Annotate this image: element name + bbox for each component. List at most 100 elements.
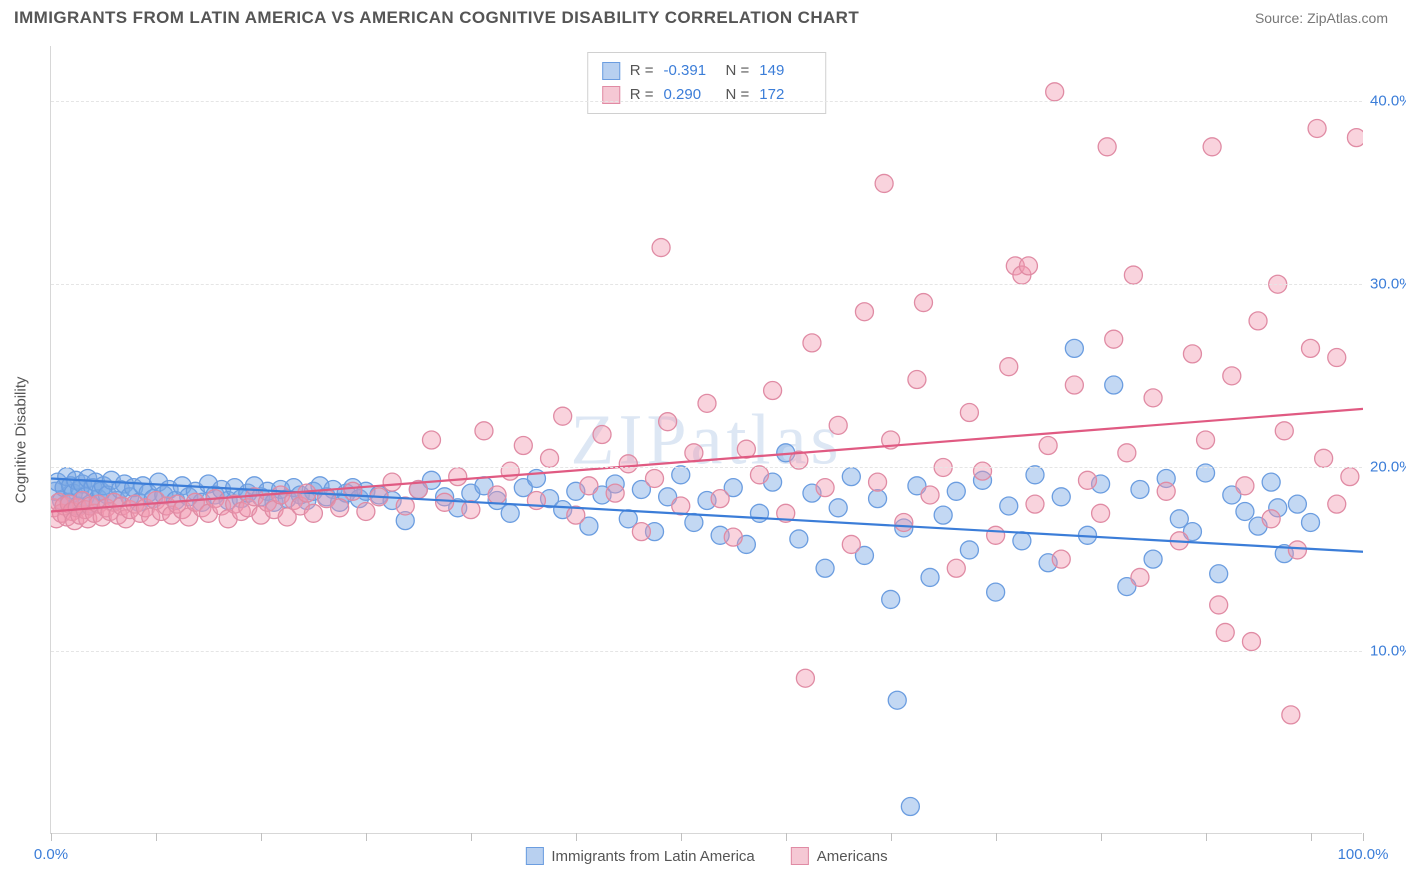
data-point	[488, 486, 506, 504]
data-point	[304, 504, 322, 522]
data-point	[724, 528, 742, 546]
data-point	[1236, 477, 1254, 495]
xtick	[1311, 833, 1312, 841]
data-point	[1144, 389, 1162, 407]
data-point	[1105, 376, 1123, 394]
gridline-h	[51, 284, 1362, 285]
data-point	[1288, 495, 1306, 513]
data-point	[1026, 466, 1044, 484]
data-point	[1302, 513, 1320, 531]
data-point	[1039, 436, 1057, 454]
chart-container: IMMIGRANTS FROM LATIN AMERICA VS AMERICA…	[0, 0, 1406, 892]
data-point	[1118, 444, 1136, 462]
data-point	[921, 486, 939, 504]
data-point	[796, 669, 814, 687]
data-point	[1065, 376, 1083, 394]
data-point	[974, 462, 992, 480]
data-point	[1249, 312, 1267, 330]
data-point	[1019, 257, 1037, 275]
scatter-svg	[51, 46, 1363, 834]
gridline-h	[51, 101, 1362, 102]
data-point	[947, 482, 965, 500]
data-point	[1216, 623, 1234, 641]
data-point	[1288, 541, 1306, 559]
data-point	[383, 473, 401, 491]
data-point	[1210, 565, 1228, 583]
data-point	[1000, 358, 1018, 376]
data-point	[914, 294, 932, 312]
data-point	[934, 506, 952, 524]
data-point	[842, 535, 860, 553]
data-point	[1078, 471, 1096, 489]
legend-swatch	[525, 847, 543, 865]
data-point	[422, 431, 440, 449]
data-point	[888, 691, 906, 709]
data-point	[1262, 510, 1280, 528]
ytick-label: 20.0%	[1370, 459, 1406, 476]
data-point	[750, 466, 768, 484]
data-point	[1315, 449, 1333, 467]
data-point	[514, 436, 532, 454]
data-point	[1183, 345, 1201, 363]
data-point	[1210, 596, 1228, 614]
legend-swatch	[791, 847, 809, 865]
xtick	[1363, 833, 1364, 841]
legend-label: Immigrants from Latin America	[551, 848, 754, 865]
xtick	[996, 833, 997, 841]
data-point	[737, 440, 755, 458]
data-point	[1131, 568, 1149, 586]
plot-area: Cognitive Disability ZIPatlas R =-0.391N…	[50, 46, 1362, 834]
data-point	[1308, 119, 1326, 137]
data-point	[960, 541, 978, 559]
data-point	[1203, 138, 1221, 156]
data-point	[652, 239, 670, 257]
data-point	[987, 526, 1005, 544]
gridline-h	[51, 467, 1362, 468]
data-point	[882, 590, 900, 608]
xtick	[156, 833, 157, 841]
data-point	[619, 455, 637, 473]
data-point	[685, 513, 703, 531]
data-point	[1157, 482, 1175, 500]
data-point	[908, 371, 926, 389]
xtick	[1101, 833, 1102, 841]
xtick	[786, 833, 787, 841]
data-point	[829, 416, 847, 434]
xtick	[576, 833, 577, 841]
data-point	[672, 466, 690, 484]
data-point	[1124, 266, 1142, 284]
data-point	[659, 413, 677, 431]
data-point	[606, 484, 624, 502]
data-point	[344, 482, 362, 500]
data-point	[869, 473, 887, 491]
data-point	[764, 382, 782, 400]
data-point	[501, 462, 519, 480]
legend-label: Americans	[817, 848, 888, 865]
xtick	[1206, 833, 1207, 841]
data-point	[711, 490, 729, 508]
data-point	[1065, 339, 1083, 357]
data-point	[1328, 495, 1346, 513]
data-point	[357, 502, 375, 520]
y-axis-label: Cognitive Disability	[13, 376, 30, 503]
ytick-label: 10.0%	[1370, 642, 1406, 659]
data-point	[1262, 473, 1280, 491]
data-point	[1052, 550, 1070, 568]
data-point	[1236, 502, 1254, 520]
data-point	[855, 303, 873, 321]
data-point	[842, 468, 860, 486]
data-point	[1341, 468, 1359, 486]
data-point	[895, 513, 913, 531]
data-point	[1242, 633, 1260, 651]
data-point	[436, 493, 454, 511]
data-point	[554, 407, 572, 425]
data-point	[816, 479, 834, 497]
data-point	[331, 499, 349, 517]
xtick-label: 100.0%	[1338, 846, 1389, 863]
data-point	[829, 499, 847, 517]
data-point	[685, 444, 703, 462]
data-point	[1098, 138, 1116, 156]
header: IMMIGRANTS FROM LATIN AMERICA VS AMERICA…	[0, 0, 1406, 34]
legend-item: Americans	[791, 847, 888, 865]
data-point	[646, 469, 664, 487]
